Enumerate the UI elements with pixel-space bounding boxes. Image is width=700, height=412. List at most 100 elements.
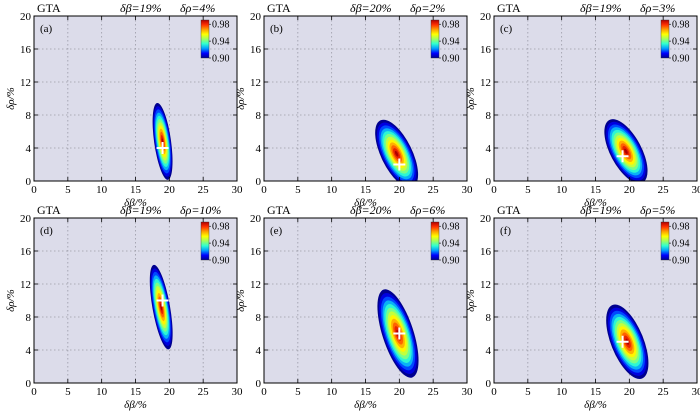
x-tick-label: 0 xyxy=(491,386,497,398)
y-tick-label: 16 xyxy=(250,246,262,258)
y-axis-label: δρ/% xyxy=(465,289,477,312)
y-tick-label: 4 xyxy=(26,345,32,357)
y-tick-label: 0 xyxy=(26,378,32,390)
y-tick-label: 4 xyxy=(256,345,262,357)
heat-region xyxy=(152,102,173,180)
x-tick-label: 15 xyxy=(590,184,602,196)
y-tick-label: 0 xyxy=(486,378,492,390)
panel-header-dbeta: δβ=19% xyxy=(580,203,622,217)
y-tick-label: 20 xyxy=(480,11,492,23)
x-tick-label: 0 xyxy=(31,184,37,196)
colorbar-tick-label: 0.94 xyxy=(212,37,230,48)
x-tick-label: 15 xyxy=(360,184,372,196)
panel-header-drho: δρ=2% xyxy=(410,1,445,15)
x-tick-label: 10 xyxy=(326,386,338,398)
y-tick-label: 16 xyxy=(250,44,262,56)
colorbar-tick-label: 0.90 xyxy=(442,256,460,267)
colorbar xyxy=(200,19,210,59)
x-tick-label: 5 xyxy=(65,184,71,196)
x-tick-label: 5 xyxy=(65,386,71,398)
x-tick-label: 10 xyxy=(96,184,108,196)
colorbar-tick-label: 0.94 xyxy=(442,37,460,48)
panel-label: (e) xyxy=(270,225,283,237)
y-tick-label: 12 xyxy=(480,279,491,291)
heat-contour xyxy=(160,303,163,311)
x-tick-label: 15 xyxy=(590,386,602,398)
panel-d: GTA δβ=19% δρ=10% (d) 0.98 0.94 0.90 0 5 10 15 20 25… xyxy=(5,203,243,411)
panel-label: (b) xyxy=(270,23,283,35)
heat-region xyxy=(375,119,419,181)
panel-label: (a) xyxy=(40,23,53,35)
y-tick-label: 20 xyxy=(20,11,32,23)
y-tick-label: 12 xyxy=(20,279,31,291)
panel-header-algo: GTA xyxy=(497,1,521,15)
x-tick-label: 30 xyxy=(692,386,700,398)
y-tick-label: 16 xyxy=(20,44,32,56)
panel-label: (d) xyxy=(40,225,53,237)
panel-label: (c) xyxy=(500,23,513,35)
x-tick-label: 5 xyxy=(525,386,531,398)
x-tick-label: 10 xyxy=(556,184,568,196)
y-tick-label: 0 xyxy=(256,176,262,188)
x-tick-label: 25 xyxy=(198,184,210,196)
y-tick-label: 4 xyxy=(486,345,492,357)
x-tick-label: 10 xyxy=(326,184,338,196)
colorbar-tick-label: 0.90 xyxy=(672,256,690,267)
y-axis-label: δρ/% xyxy=(5,87,17,110)
panel-c: GTA δβ=19% δρ=3% (c) 0.98 0.94 0.90 0 5 10 15 20 25 3… xyxy=(465,1,700,209)
panel-label: (f) xyxy=(500,225,511,237)
y-axis-label: δρ/% xyxy=(235,289,247,312)
y-tick-label: 8 xyxy=(486,312,492,324)
x-tick-label: 5 xyxy=(295,184,301,196)
panel-header-algo: GTA xyxy=(497,203,521,217)
x-tick-label: 15 xyxy=(360,386,372,398)
y-tick-label: 16 xyxy=(20,246,32,258)
y-tick-label: 12 xyxy=(250,279,261,291)
panel-header-drho: δρ=3% xyxy=(640,1,675,15)
x-tick-label: 0 xyxy=(31,386,37,398)
x-tick-label: 15 xyxy=(130,386,142,398)
y-tick-label: 4 xyxy=(486,143,492,155)
y-tick-label: 8 xyxy=(26,110,32,122)
x-axis-label: δβ/% xyxy=(354,399,377,411)
x-tick-label: 30 xyxy=(232,386,244,398)
colorbar xyxy=(430,19,440,59)
y-tick-label: 8 xyxy=(26,312,32,324)
panel-header-dbeta: δβ=19% xyxy=(120,1,162,15)
colorbar-tick-label: 0.98 xyxy=(212,222,230,233)
x-tick-label: 30 xyxy=(692,184,700,196)
colorbar-tick-label: 0.98 xyxy=(442,222,460,233)
panel-header-drho: δρ=5% xyxy=(640,203,675,217)
y-tick-label: 16 xyxy=(480,44,492,56)
y-tick-label: 4 xyxy=(26,143,32,155)
colorbar xyxy=(660,19,670,59)
panel-f: GTA δβ=19% δρ=5% (f) 0.98 0.94 0.90 0 5 10 15 20 25 3… xyxy=(465,203,700,411)
x-tick-label: 20 xyxy=(394,386,406,398)
y-axis-label: δρ/% xyxy=(235,87,247,110)
y-tick-label: 0 xyxy=(256,378,262,390)
x-tick-label: 25 xyxy=(428,386,440,398)
colorbar-tick-label: 0.98 xyxy=(212,20,230,31)
x-tick-label: 20 xyxy=(164,386,176,398)
x-axis-label: δβ/% xyxy=(354,197,377,209)
y-tick-label: 20 xyxy=(20,213,32,225)
y-tick-label: 16 xyxy=(480,246,492,258)
x-tick-label: 5 xyxy=(295,386,301,398)
panel-header-dbeta: δβ=20% xyxy=(350,203,392,217)
panel-header-algo: GTA xyxy=(267,203,291,217)
y-tick-label: 4 xyxy=(256,143,262,155)
colorbar-tick-label: 0.90 xyxy=(212,54,230,65)
x-tick-label: 30 xyxy=(462,184,474,196)
colorbar xyxy=(430,221,440,261)
x-tick-label: 10 xyxy=(556,386,568,398)
x-tick-label: 25 xyxy=(428,184,440,196)
x-tick-label: 20 xyxy=(394,184,406,196)
panel-header-drho: δρ=10% xyxy=(180,203,221,217)
x-axis-label: δβ/% xyxy=(124,197,147,209)
y-tick-label: 12 xyxy=(20,77,31,89)
panel-header-algo: GTA xyxy=(37,1,61,15)
colorbar-tick-label: 0.98 xyxy=(442,20,460,31)
y-tick-label: 8 xyxy=(256,312,262,324)
panel-header-dbeta: δβ=19% xyxy=(580,1,622,15)
